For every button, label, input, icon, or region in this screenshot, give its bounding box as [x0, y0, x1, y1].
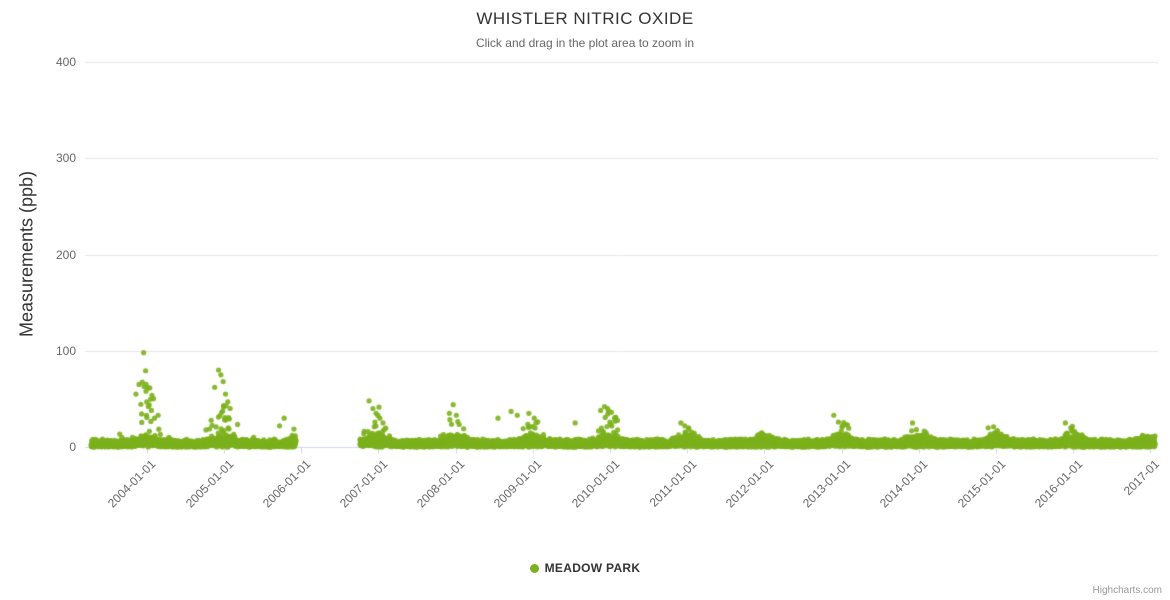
y-axis-label: 0: [69, 440, 76, 454]
legend: MEADOW PARK: [0, 561, 1170, 575]
series-marker-icon: [529, 563, 539, 573]
y-axis-label: 100: [55, 343, 76, 358]
legend-item-meadow-park[interactable]: MEADOW PARK: [529, 561, 641, 575]
credits-link[interactable]: Highcharts.com: [1092, 585, 1162, 596]
y-axis-label: 200: [55, 247, 76, 262]
y-axis-label: 400: [55, 55, 76, 69]
y-axis-label: 300: [55, 151, 76, 166]
legend-label: MEADOW PARK: [544, 561, 641, 575]
